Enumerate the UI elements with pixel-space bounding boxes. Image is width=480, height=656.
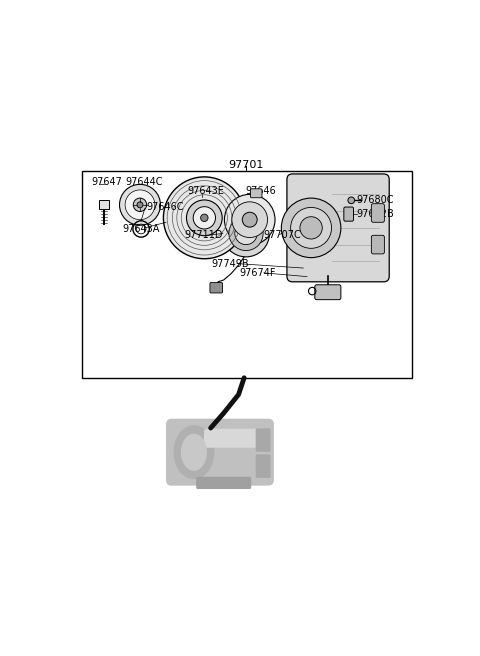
Text: 97680C: 97680C xyxy=(357,195,395,205)
FancyBboxPatch shape xyxy=(372,203,384,222)
Circle shape xyxy=(120,184,160,225)
FancyBboxPatch shape xyxy=(344,207,353,221)
Circle shape xyxy=(225,194,275,245)
Text: 97643E: 97643E xyxy=(187,186,224,195)
Text: 97701: 97701 xyxy=(228,159,264,170)
Text: 97644C: 97644C xyxy=(125,178,163,188)
FancyBboxPatch shape xyxy=(256,455,271,478)
Circle shape xyxy=(133,198,147,211)
Text: 97646C: 97646C xyxy=(146,201,184,212)
Circle shape xyxy=(193,207,216,229)
Circle shape xyxy=(229,216,263,251)
Circle shape xyxy=(242,213,257,227)
Ellipse shape xyxy=(181,434,207,471)
Circle shape xyxy=(235,222,257,245)
Bar xyxy=(99,200,109,209)
Circle shape xyxy=(137,202,143,208)
FancyBboxPatch shape xyxy=(287,174,389,282)
Text: 97674F: 97674F xyxy=(240,268,276,278)
Text: 97711D: 97711D xyxy=(185,230,223,240)
Text: 97652B: 97652B xyxy=(357,209,395,218)
FancyBboxPatch shape xyxy=(204,429,267,447)
Text: 97647: 97647 xyxy=(92,178,122,188)
Circle shape xyxy=(201,214,208,222)
Text: 97707C: 97707C xyxy=(264,230,301,240)
Bar xyxy=(83,171,411,378)
Circle shape xyxy=(232,202,267,237)
FancyBboxPatch shape xyxy=(256,428,271,452)
FancyBboxPatch shape xyxy=(251,189,262,197)
Circle shape xyxy=(348,197,355,203)
Ellipse shape xyxy=(173,425,215,479)
Circle shape xyxy=(163,177,245,258)
Circle shape xyxy=(281,198,341,258)
Circle shape xyxy=(291,207,332,249)
Text: 97749B: 97749B xyxy=(212,258,250,268)
Text: 97643A: 97643A xyxy=(122,224,160,234)
Circle shape xyxy=(223,210,269,257)
FancyBboxPatch shape xyxy=(210,283,223,293)
FancyBboxPatch shape xyxy=(315,285,341,300)
Circle shape xyxy=(300,216,322,239)
FancyBboxPatch shape xyxy=(166,419,274,485)
Circle shape xyxy=(186,200,222,236)
FancyBboxPatch shape xyxy=(372,236,384,254)
Text: 97646: 97646 xyxy=(245,186,276,195)
Circle shape xyxy=(125,190,155,220)
FancyBboxPatch shape xyxy=(196,477,251,489)
